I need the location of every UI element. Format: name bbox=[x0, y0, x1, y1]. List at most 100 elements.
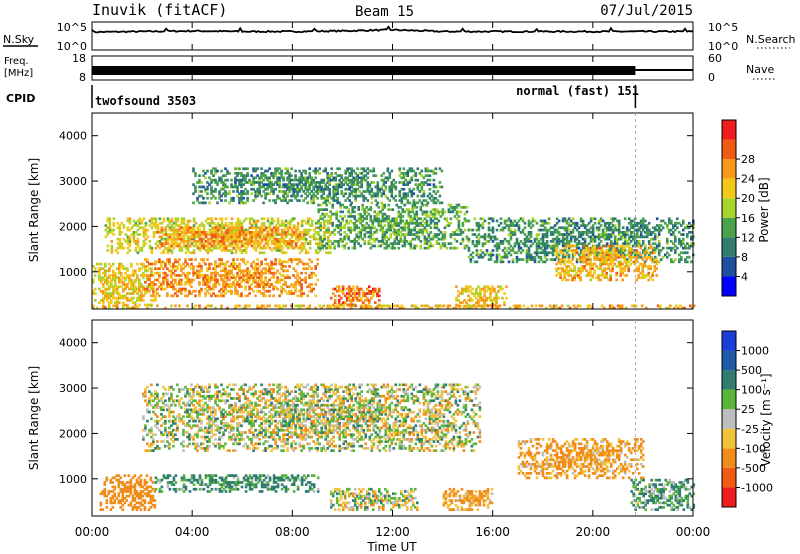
colorbar-swatch bbox=[722, 389, 736, 410]
nsky-label: N.Sky bbox=[3, 33, 35, 46]
colorbar-label: -500 bbox=[741, 462, 766, 475]
velocity-heatmap bbox=[99, 383, 696, 511]
time-tick-label: 16:00 bbox=[475, 525, 510, 539]
heatmap-region bbox=[92, 304, 696, 310]
freq-panel: Freq. [MHz] 18 8 60 0 Nave bbox=[4, 52, 775, 84]
colorbar-swatch bbox=[722, 120, 736, 140]
colorbar-label: 25 bbox=[741, 403, 755, 416]
time-tick-label: 12:00 bbox=[375, 525, 410, 539]
time-axis: 00:00 04:00 08:00 12:00 16:00 20:00 00:00 bbox=[75, 22, 711, 539]
heatmap-region bbox=[517, 438, 645, 480]
cpid-mode-2: normal (fast) 151 bbox=[516, 84, 639, 98]
colorbar-label: 20 bbox=[741, 192, 755, 205]
nave-tick-lo: 0 bbox=[708, 71, 715, 84]
colorbar-swatch bbox=[722, 178, 736, 199]
colorbar-swatch bbox=[722, 198, 736, 218]
heatmap-region bbox=[329, 487, 419, 511]
colorbar-swatch bbox=[722, 448, 736, 468]
colorbar-label: -1000 bbox=[741, 481, 773, 494]
colorbar-label: 1000 bbox=[741, 345, 769, 358]
colorbar-swatch bbox=[722, 139, 736, 160]
nsearch-tick-lo: 10^0 bbox=[708, 40, 738, 53]
nave-tick-hi: 60 bbox=[708, 52, 722, 65]
power-ylabel: Slant Range [km] bbox=[27, 158, 41, 262]
colorbar-label: -25 bbox=[741, 423, 759, 436]
velocity-cbar-title: Velocity [m s⁻¹] bbox=[759, 373, 773, 466]
colorbar-swatch bbox=[722, 237, 736, 257]
power-colorbar: 4 8 12 16 20 24 28 bbox=[721, 119, 755, 297]
ytick-label: 4000 bbox=[59, 337, 87, 350]
colorbar-swatch bbox=[722, 428, 736, 449]
colorbar-swatch bbox=[722, 217, 736, 238]
velocity-ylabel: Slant Range [km] bbox=[27, 366, 41, 470]
heatmap-region bbox=[154, 474, 320, 493]
noise-panel: N.Sky 10^5 10^0 10^5 10^0 N.Search bbox=[3, 21, 796, 53]
nave-label: Nave bbox=[746, 63, 774, 76]
ytick-label: 2000 bbox=[59, 220, 87, 233]
ytick-label: 1000 bbox=[59, 473, 87, 486]
freq-tick-hi: 18 bbox=[72, 52, 86, 65]
ytick-label: 1000 bbox=[59, 266, 87, 279]
colorbar-label: 4 bbox=[741, 270, 748, 283]
colorbar-swatch bbox=[722, 370, 736, 390]
heatmap-region bbox=[142, 383, 482, 452]
cpid-strip: CPID twofsound 3503 normal (fast) 151 bbox=[6, 84, 639, 108]
heatmap-region bbox=[192, 167, 444, 205]
nsky-tick-lo: 10^0 bbox=[57, 40, 87, 53]
heatmap-region bbox=[92, 262, 157, 309]
time-axis-title: Time UT bbox=[366, 540, 417, 554]
colorbar-label: 500 bbox=[741, 364, 762, 377]
heatmap-region bbox=[329, 285, 381, 309]
time-tick-label: 00:00 bbox=[75, 525, 110, 539]
heatmap-region bbox=[555, 244, 658, 282]
freq-band bbox=[92, 66, 636, 75]
colorbar-swatch bbox=[722, 487, 736, 507]
heatmap-region bbox=[99, 474, 157, 511]
heatmap-region bbox=[442, 487, 494, 511]
colorbar-label: -100 bbox=[741, 442, 766, 455]
freq-label: Freq. bbox=[4, 56, 29, 67]
colorbar-swatch bbox=[722, 409, 736, 429]
time-tick-label: 08:00 bbox=[275, 525, 310, 539]
beam-title: Beam 15 bbox=[355, 4, 414, 20]
colorbar-swatch bbox=[722, 159, 736, 179]
nsky-series-line bbox=[91, 25, 694, 34]
colorbar-swatch bbox=[722, 331, 736, 351]
colorbar-label: 8 bbox=[741, 251, 748, 264]
nsearch-tick-hi: 10^5 bbox=[708, 21, 738, 34]
colorbar-label: 28 bbox=[741, 153, 755, 166]
colorbar-swatch bbox=[722, 350, 736, 371]
colorbar-swatch bbox=[722, 276, 736, 296]
cpid-mode-1: twofsound 3503 bbox=[95, 94, 196, 108]
colorbar-label: 16 bbox=[741, 212, 755, 225]
heatmap-region bbox=[630, 478, 696, 511]
colorbar-label: 24 bbox=[741, 173, 755, 186]
colorbar-swatch bbox=[722, 467, 736, 488]
nsearch-label: N.Search bbox=[746, 33, 796, 46]
freq-tick-lo: 8 bbox=[79, 71, 86, 84]
cpid-label: CPID bbox=[6, 92, 35, 105]
ytick-label: 3000 bbox=[59, 175, 87, 188]
date-title: 07/Jul/2015 bbox=[600, 3, 693, 19]
nsky-tick-hi: 10^5 bbox=[57, 21, 87, 34]
heatmap-region bbox=[154, 226, 306, 250]
heatmap-region bbox=[467, 217, 695, 264]
ytick-label: 2000 bbox=[59, 427, 87, 440]
colorbar-label: 12 bbox=[741, 231, 755, 244]
station-title: Inuvik (fitACF) bbox=[92, 1, 227, 19]
heatmap-region bbox=[142, 258, 319, 298]
velocity-colorbar: -1000 -500 -100 -25 25 100 500 1000 bbox=[721, 330, 773, 508]
power-heatmap bbox=[92, 167, 696, 310]
ytick-label: 4000 bbox=[59, 130, 87, 143]
time-tick-label: 04:00 bbox=[175, 525, 210, 539]
time-tick-label: 00:00 bbox=[676, 525, 711, 539]
colorbar-label: 100 bbox=[741, 384, 762, 397]
heatmap-region bbox=[455, 285, 508, 309]
heatmap-region bbox=[317, 203, 469, 250]
freq-unit-label: [MHz] bbox=[4, 68, 33, 79]
ytick-label: 3000 bbox=[59, 382, 87, 395]
power-cbar-title: Power [dB] bbox=[757, 177, 771, 242]
power-panel: Slant Range [km] 1000 2000 3000 4000 4 8 12 16… bbox=[27, 112, 771, 310]
